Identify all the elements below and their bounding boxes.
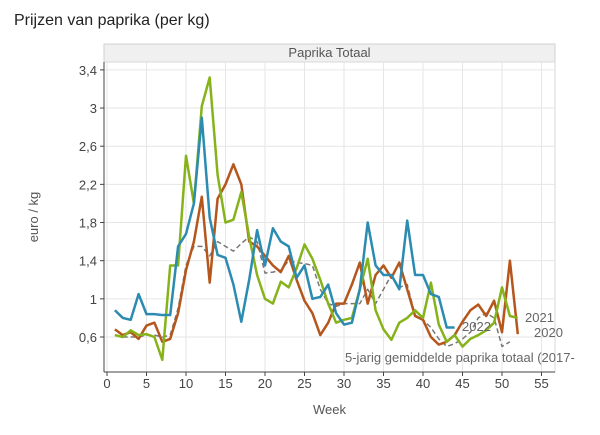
series-line-2021 — [114, 76, 519, 362]
x-tick-label: 40 — [416, 376, 430, 391]
series-label: 2022 — [462, 319, 491, 334]
x-tick-label: 15 — [218, 376, 232, 391]
x-tick-label: 5 — [143, 376, 150, 391]
x-axis-label: Week — [313, 402, 346, 417]
y-tick-label: 1,4 — [79, 254, 97, 269]
y-tick-label: 3 — [90, 101, 97, 116]
y-tick-label: 0,6 — [79, 330, 97, 345]
y-tick-label: 3,4 — [79, 63, 97, 78]
x-tick-label: 25 — [297, 376, 311, 391]
x-tick-label: 45 — [455, 376, 469, 391]
y-tick-label: 2,6 — [79, 139, 97, 154]
y-axis-label: euro / kg — [26, 192, 41, 243]
x-tick-label: 30 — [337, 376, 351, 391]
y-tick-label: 2,2 — [79, 177, 97, 192]
series-label: 2021 — [525, 310, 554, 325]
chart-title: Prijzen van paprika (per kg) — [14, 12, 210, 29]
series-label: 5-jarig gemiddelde paprika totaal (2017- — [345, 350, 575, 365]
y-tick-label: 1,8 — [79, 216, 97, 231]
x-tick-label: 50 — [495, 376, 509, 391]
series-label: 2020 — [534, 325, 563, 340]
x-tick-label: 35 — [376, 376, 390, 391]
facet-label: Paprika Totaal — [288, 45, 370, 60]
x-tick-label: 55 — [534, 376, 548, 391]
y-tick-label: 1 — [90, 292, 97, 307]
x-tick-label: 10 — [179, 376, 193, 391]
x-tick-label: 20 — [258, 376, 272, 391]
series-line-2022 — [114, 116, 455, 329]
x-tick-label: 0 — [103, 376, 110, 391]
